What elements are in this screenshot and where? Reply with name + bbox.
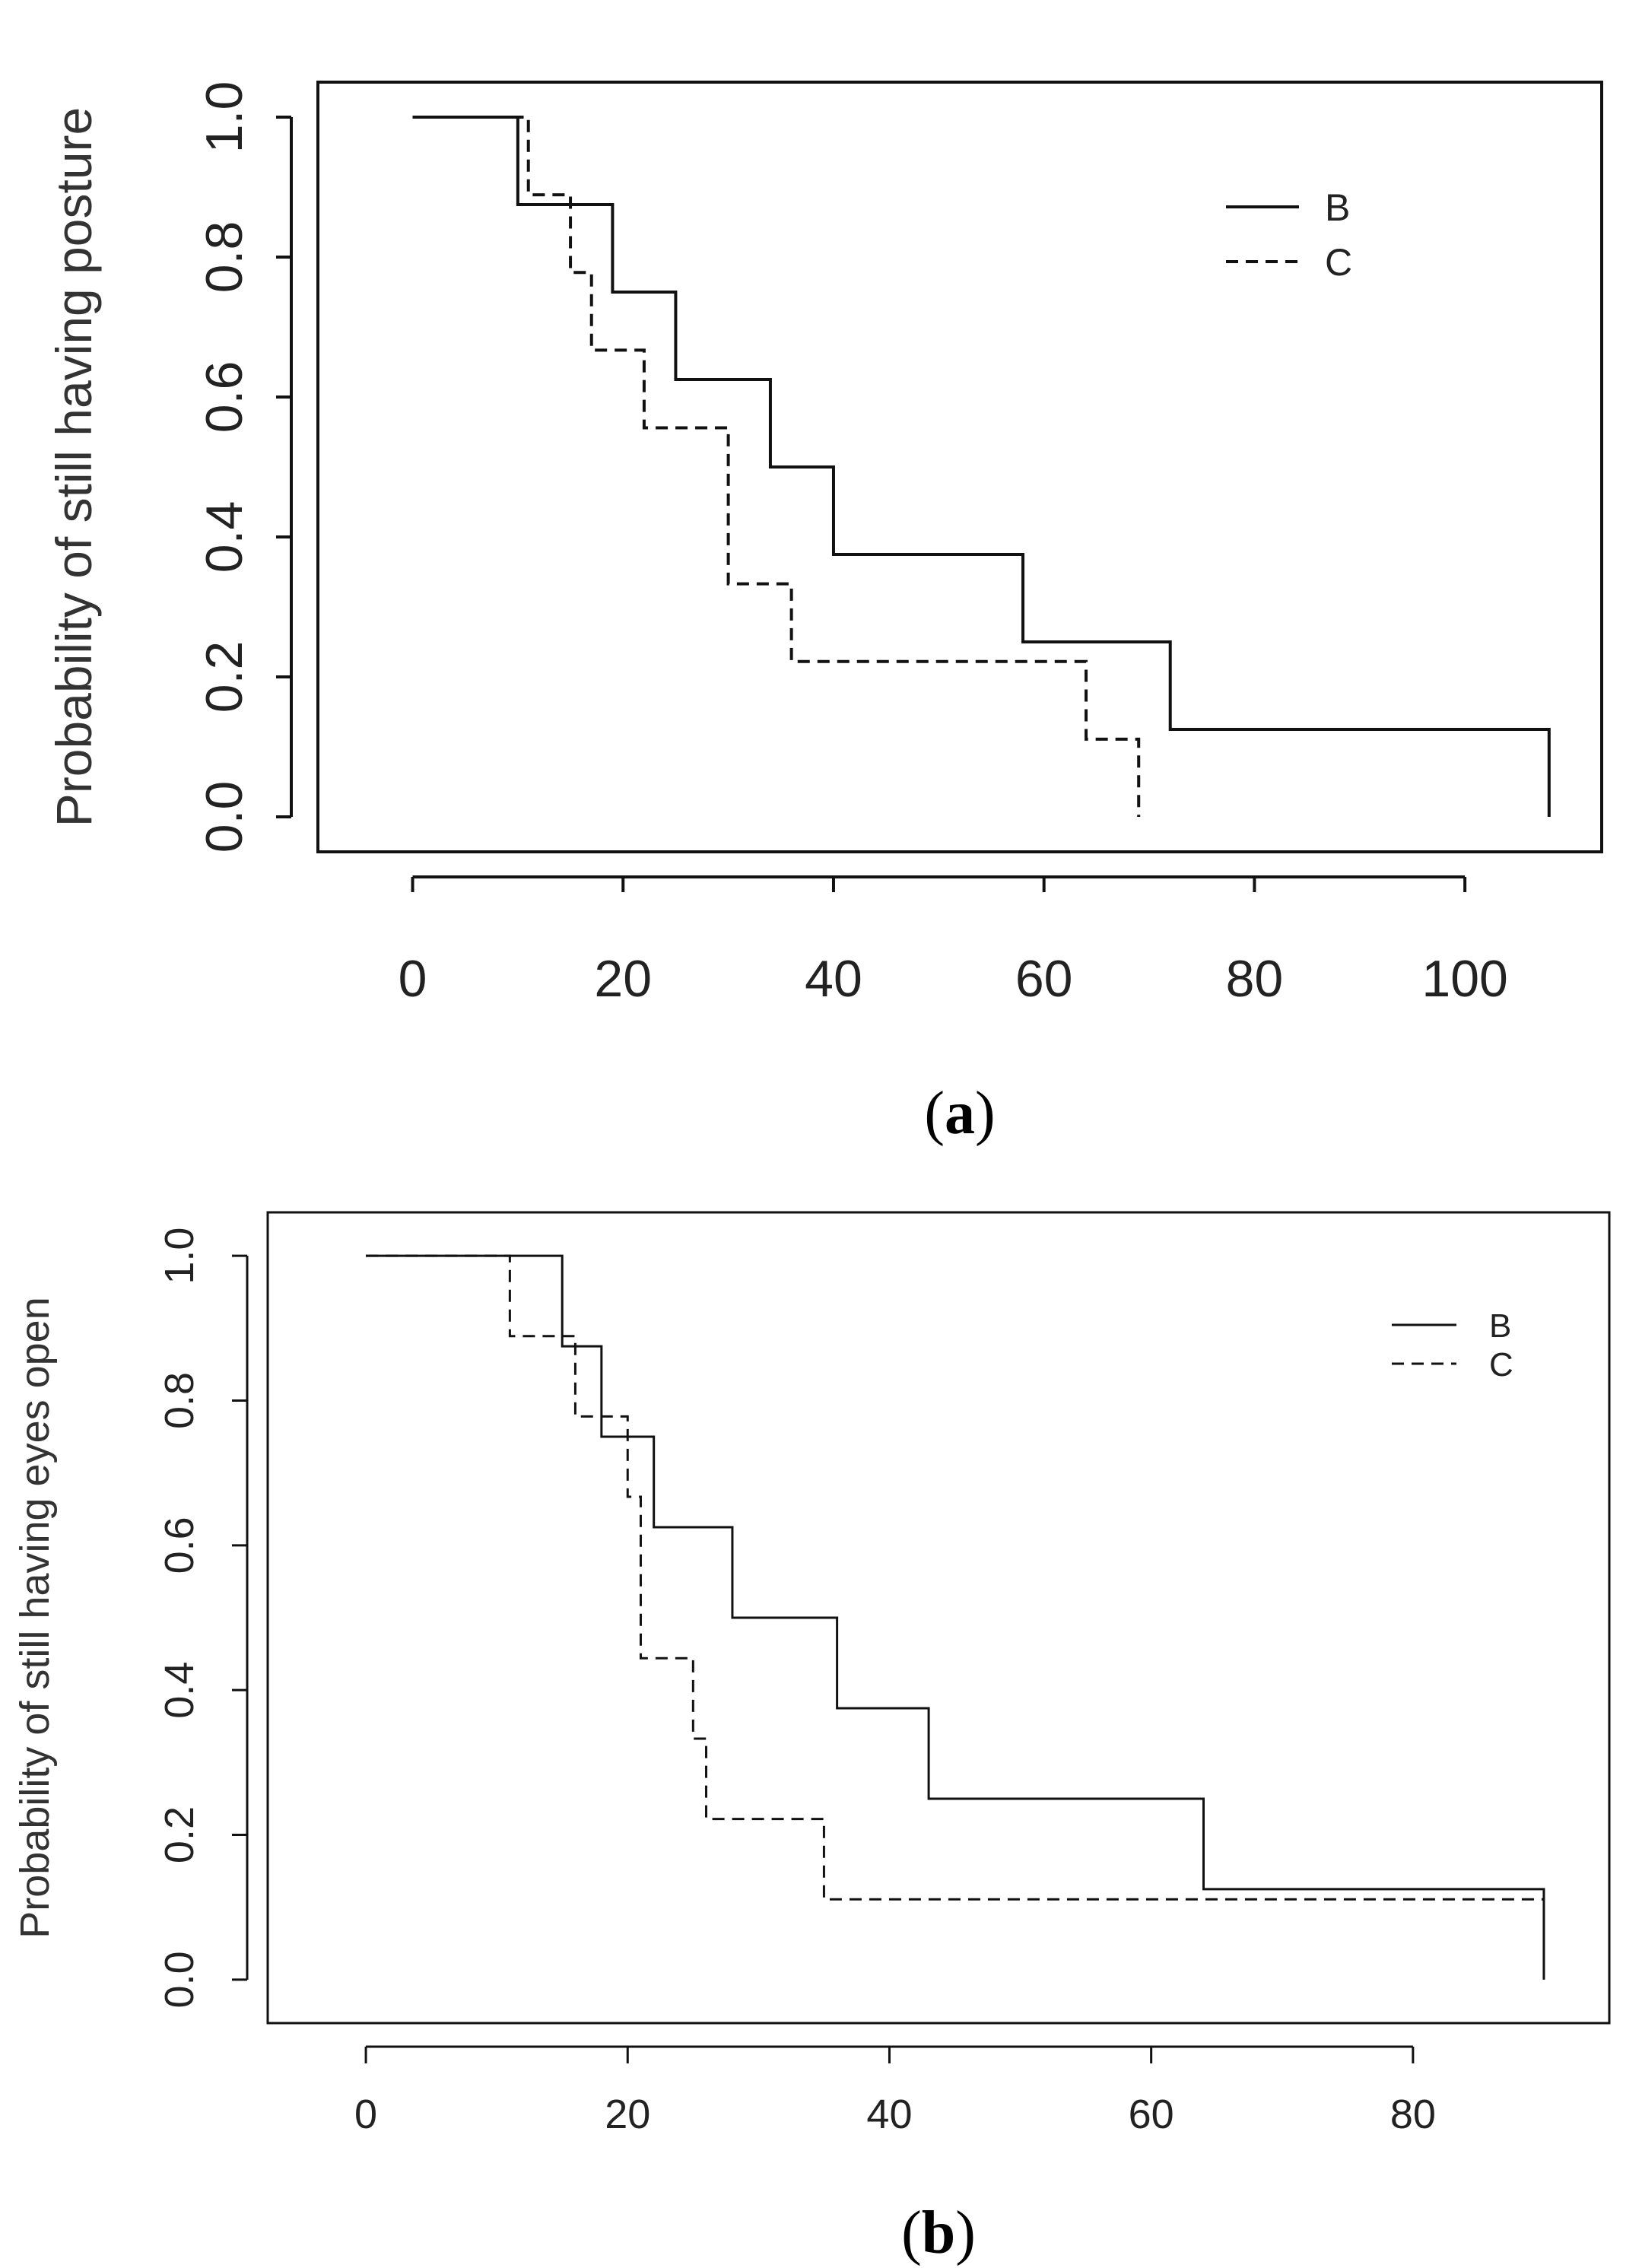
panel-label: (b) bbox=[901, 2200, 976, 2266]
y-tick-label: 0.0 bbox=[157, 1951, 202, 2008]
x-tick-label: 40 bbox=[866, 2092, 912, 2137]
series-b-curve bbox=[412, 116, 1551, 817]
series-b-curve bbox=[366, 1254, 1545, 1980]
y-tick-label: 0.8 bbox=[157, 1372, 202, 1429]
y-tick-label: 1.0 bbox=[157, 1228, 202, 1285]
panel-label-close: ) bbox=[975, 1080, 996, 1147]
x-tick-label: 80 bbox=[1226, 950, 1284, 1008]
y-axis-title: Probability of still having eyes open bbox=[12, 1297, 58, 1939]
x-tick-label: 40 bbox=[805, 950, 862, 1008]
x-tick-label: 100 bbox=[1421, 950, 1507, 1008]
x-tick-label: 60 bbox=[1129, 2092, 1174, 2137]
x-tick-label: 20 bbox=[605, 2092, 650, 2137]
y-tick-label: 0.2 bbox=[195, 641, 253, 713]
legend-label-c: C bbox=[1489, 1346, 1513, 1383]
y-tick-label: 1.0 bbox=[195, 81, 253, 154]
panel-label-open: ( bbox=[924, 1080, 945, 1147]
panel-label-close: ) bbox=[955, 2200, 976, 2266]
chart-panel-b: 0 20 40 60 80 0.0 0.2 0.4 0.6 0.8 1.0 Probability o… bbox=[12, 1211, 1611, 2266]
y-tick-label: 0.0 bbox=[195, 781, 253, 853]
y-tick-label: 0.8 bbox=[195, 221, 253, 294]
y-tick-label: 0.2 bbox=[157, 1806, 202, 1863]
x-tick-label: 60 bbox=[1015, 950, 1073, 1008]
series-c-curve bbox=[366, 1254, 1544, 1901]
series-c-curve bbox=[412, 116, 1141, 817]
legend-label-b: B bbox=[1489, 1307, 1511, 1345]
y-tick-label: 0.4 bbox=[157, 1662, 202, 1719]
x-tick-label: 0 bbox=[354, 2092, 377, 2137]
legend: BC bbox=[1226, 186, 1352, 284]
panel-label-letter: b bbox=[922, 2200, 956, 2266]
legend: BC bbox=[1392, 1307, 1513, 1383]
y-tick-label: 0.6 bbox=[195, 361, 253, 434]
chart-panel-a: 0 20 40 60 80 100 0.0 0.2 0.4 0.6 0.8 1.0 Probabilit… bbox=[46, 81, 1603, 1147]
y-tick-label: 0.6 bbox=[157, 1517, 202, 1574]
x-tick-label: 20 bbox=[594, 950, 652, 1008]
legend-label-c: C bbox=[1325, 241, 1352, 284]
plot-frame bbox=[316, 81, 1603, 853]
x-tick-label: 80 bbox=[1390, 2092, 1436, 2137]
legend-label-b: B bbox=[1325, 186, 1350, 229]
panel-label-letter: a bbox=[945, 1080, 975, 1147]
plot-frame bbox=[266, 1211, 1611, 2025]
x-tick-label: 0 bbox=[399, 950, 427, 1008]
y-axis-title: Probability of still having posture bbox=[46, 107, 102, 827]
panel-label-open: ( bbox=[901, 2200, 922, 2266]
y-tick-label: 0.4 bbox=[195, 501, 253, 573]
panel-label: (a) bbox=[924, 1080, 995, 1147]
